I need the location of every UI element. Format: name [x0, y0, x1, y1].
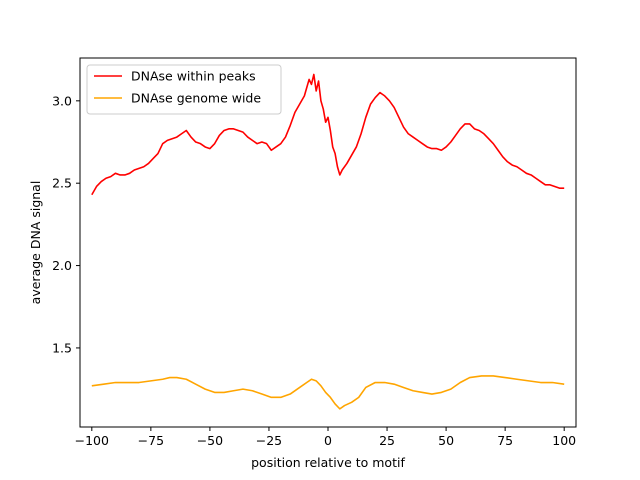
series-line-2 [91, 375, 565, 410]
x-tick-label: −50 [197, 433, 223, 448]
plot-lines [91, 73, 565, 410]
legend-label-within-peaks: DNAse within peaks [131, 69, 256, 84]
legend: DNAse within peaks DNAse genome wide [86, 64, 282, 115]
x-tick-label: −100 [75, 433, 109, 448]
x-tick-label: 75 [497, 433, 513, 448]
x-tick-label: 100 [552, 433, 576, 448]
x-tick-label: 25 [379, 433, 395, 448]
y-tick-label: 1.5 [52, 340, 72, 355]
x-tick-label: −25 [256, 433, 282, 448]
x-tick-label: 0 [324, 433, 332, 448]
y-axis-label: average DNA signal [28, 181, 43, 305]
y-tick-label: 2.5 [52, 176, 72, 191]
x-axis-label: position relative to motif [251, 455, 405, 470]
x-tick-label: 50 [438, 433, 454, 448]
legend-label-genome-wide: DNAse genome wide [131, 91, 261, 106]
y-tick-label: 3.0 [52, 93, 72, 108]
y-tick-label: 2.0 [52, 258, 72, 273]
series-line-1 [91, 73, 565, 196]
legend-box [86, 64, 282, 115]
x-axis-ticks: −100 −75 −50 −25 0 25 50 75 100 [75, 427, 576, 448]
x-tick-label: −75 [138, 433, 164, 448]
y-axis-ticks: 1.5 2.0 2.5 3.0 [52, 93, 80, 355]
